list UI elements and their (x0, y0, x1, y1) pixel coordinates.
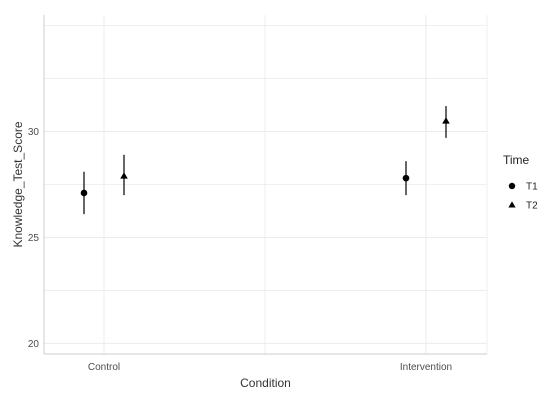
y-tick-label: 25 (28, 233, 40, 244)
data-point-t1 (80, 189, 88, 197)
legend-label-t2: T2 (526, 201, 538, 212)
axes: 20 25 30 Control Intervention (28, 15, 487, 373)
data-point-t2 (442, 117, 450, 124)
legend-key-t1 (508, 182, 516, 190)
x-tick-label: Control (88, 362, 120, 373)
legend-key-t2 (508, 201, 516, 208)
data-point-t2 (120, 172, 128, 179)
legend-label-t1: T1 (526, 182, 538, 193)
legend: Time T1 T2 (503, 153, 538, 212)
x-tick-label: Intervention (400, 362, 452, 373)
data-series (80, 106, 450, 215)
grid (43, 15, 488, 354)
x-axis-title: Condition (240, 376, 291, 390)
legend-title: Time (503, 153, 530, 167)
data-point-t1 (402, 174, 410, 182)
y-tick-label: 20 (28, 339, 40, 350)
y-tick-label: 30 (28, 127, 40, 138)
y-axis-title: Knowledge_Test_Score (11, 121, 25, 247)
